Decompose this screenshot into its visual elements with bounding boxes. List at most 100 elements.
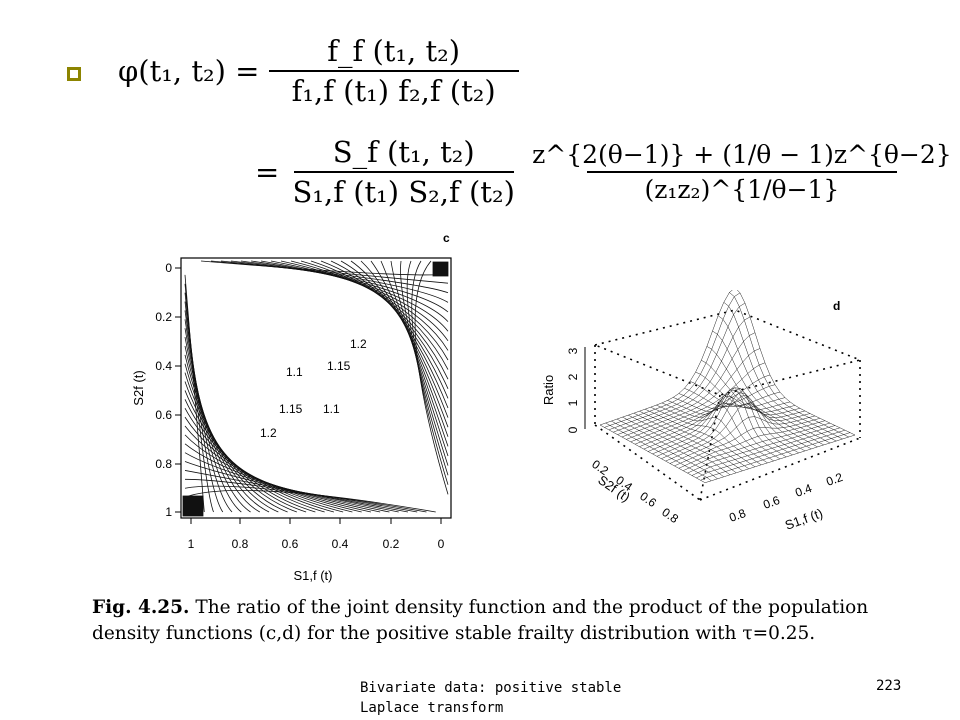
surface-z-ticks: 0 1 2 3 [566, 347, 586, 433]
formula-line-1: φ(t₁, t₂) = f_f (t₁, t₂) f₁,f (t₁) f₂,f … [118, 34, 519, 108]
y-tick-label: 0.4 [155, 359, 172, 373]
s1-tick-label: 0.4 [793, 481, 814, 500]
contour-frame [180, 257, 452, 519]
contour-line [184, 478, 418, 513]
surface-s1-ticks: 0.8 0.6 0.4 0.2 [727, 470, 845, 525]
contour-line [184, 490, 436, 513]
contour-label: 1.2 [260, 426, 277, 440]
x-tick-label: 1 [188, 537, 195, 551]
contour-label: 1.15 [279, 402, 303, 416]
z-tick-label: 1 [566, 399, 580, 406]
contour-line [184, 416, 353, 513]
contour-line [250, 260, 449, 322]
figure-label: Fig. 4.25. [92, 597, 190, 618]
surface-mesh-line [613, 316, 751, 433]
formula-numerator-2: S_f (t₁, t₂) [332, 135, 475, 169]
z-tick-label: 3 [566, 347, 580, 354]
z-tick-label: 2 [566, 373, 580, 380]
contour-plot: c 0 0.2 0.4 0.6 0.8 1 1 0.8 0.6 0.4 0.2 … [131, 231, 452, 583]
contour-lines [182, 260, 449, 517]
surface-mesh-line [611, 420, 718, 479]
contour-line [184, 292, 224, 513]
figure-caption: Fig. 4.25. The ratio of the joint densit… [92, 595, 872, 647]
contour-line [184, 354, 288, 513]
surface-mesh-line [599, 290, 733, 426]
s2-tick-label: 0.8 [659, 505, 681, 526]
surface-mesh-line [616, 418, 724, 478]
surface-mesh-line [622, 416, 731, 476]
contour-line [414, 260, 449, 495]
fraction-bar [268, 70, 519, 72]
contour-line [280, 260, 449, 351]
surface-mesh [599, 290, 856, 483]
surface-mesh-line [599, 424, 706, 483]
s1-tick-label: 0.2 [824, 470, 845, 489]
s2-tick-label: 0.6 [637, 489, 659, 510]
contour-line [380, 260, 449, 447]
contour-line [184, 452, 390, 513]
surface-mesh-line [700, 432, 851, 481]
footer-line-2: Laplace transform [360, 700, 504, 716]
s1-tick-label: 0.6 [761, 493, 782, 512]
surface-mesh-line [639, 391, 781, 447]
surface-mesh-line [605, 422, 712, 481]
formula-fraction-3: z^{2(θ−1)} + (1/θ − 1)z^{θ−2} (z₁z₂)^{1/… [528, 140, 956, 204]
contour-x-ticks: 1 0.8 0.6 0.4 0.2 0 [188, 518, 445, 551]
contour-line [260, 260, 449, 332]
contour-line [270, 260, 449, 342]
formula-lhs: φ(t₁, t₂) = [118, 54, 260, 88]
surface-mesh-line [696, 429, 846, 479]
formula-fraction-2: S_f (t₁, t₂) S₁,f (t₁) S₂,f (t₂) [289, 135, 519, 209]
x-tick-label: 0 [438, 537, 445, 551]
contour-label: 1.2 [350, 337, 367, 351]
contour-line [184, 319, 251, 513]
formula-fraction-1: f_f (t₁, t₂) f₁,f (t₁) f₂,f (t₂) [268, 34, 519, 108]
fraction-bar [293, 171, 514, 173]
formula-denominator-2: S₁,f (t₁) S₂,f (t₂) [292, 175, 515, 209]
x-tick-label: 0.8 [232, 537, 249, 551]
surface-mesh-line [704, 434, 856, 483]
contour-label: 1.1 [323, 402, 340, 416]
x-tick-label: 0.6 [282, 537, 299, 551]
footer-line-1: Bivariate data: positive stable [360, 680, 622, 696]
bullet-icon [67, 67, 81, 81]
formula-numerator-1: f_f (t₁, t₂) [327, 34, 461, 68]
formula-equals: = [255, 155, 280, 189]
contour-line [390, 260, 449, 457]
contour-line [184, 470, 409, 513]
contour-line [406, 260, 449, 476]
surface-panel-label: d [833, 299, 840, 313]
contour-cluster [182, 495, 204, 517]
contour-line [360, 260, 449, 428]
x-tick-label: 0.4 [332, 537, 349, 551]
contour-line [184, 485, 427, 513]
contour-line [184, 301, 233, 513]
y-tick-label: 0.6 [155, 408, 172, 422]
x-tick-label: 0.2 [383, 537, 400, 551]
contour-line [184, 363, 297, 513]
contour-line [220, 260, 449, 294]
contour-line [184, 434, 372, 513]
contour-panel-label: c [443, 231, 450, 245]
page-number: 223 [876, 678, 902, 694]
z-tick-label: 0 [566, 426, 580, 433]
contour-line [240, 260, 449, 313]
contour-line [411, 260, 449, 485]
formula-denominator-1: f₁,f (t₁) f₂,f (t₂) [291, 74, 496, 108]
y-tick-label: 1 [165, 505, 172, 519]
contour-line [184, 345, 279, 513]
y-tick-label: 0.2 [155, 310, 172, 324]
contour-line [184, 310, 242, 513]
surface-z-axis-label: Ratio [541, 375, 556, 405]
contour-line [400, 260, 449, 466]
surface-plot: d 0 1 2 3 Ratio 0.2 0.4 0.6 0.8 S2f (t) … [541, 290, 863, 533]
surface-box [594, 309, 863, 501]
formula-numerator-3: z^{2(θ−1)} + (1/θ − 1)z^{θ−2} [532, 140, 952, 169]
s1-tick-label: 0.8 [727, 506, 748, 525]
contour-line [370, 260, 449, 437]
contour-label: 1.15 [327, 359, 351, 373]
contour-y-axis-label: S2f (t) [131, 370, 146, 405]
fraction-bar [586, 171, 897, 173]
contour-line [184, 443, 381, 513]
surface-s2-ticks: 0.2 0.4 0.6 0.8 [589, 457, 681, 526]
